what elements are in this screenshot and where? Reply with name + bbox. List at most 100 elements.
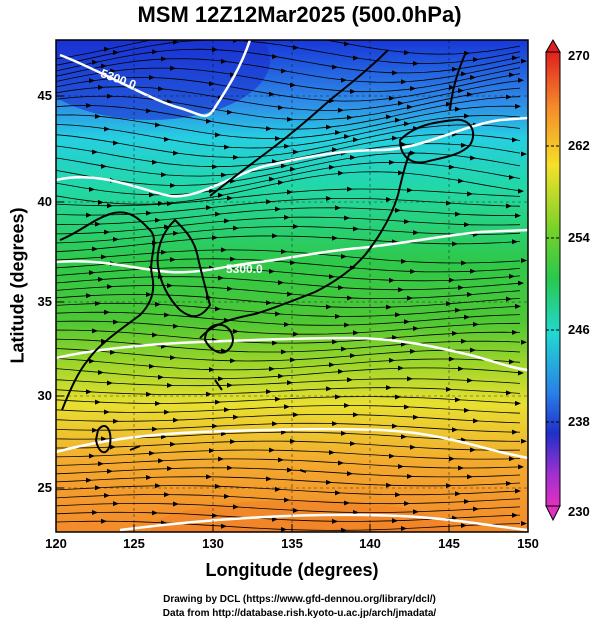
wind-arrow — [464, 222, 470, 228]
wind-arrow — [329, 164, 335, 170]
streamline — [56, 329, 521, 344]
wind-arrow — [347, 377, 353, 383]
wind-arrow — [344, 500, 350, 506]
wind-arrow — [170, 257, 176, 263]
russia-coast — [209, 49, 389, 197]
korea-coast — [156, 218, 212, 318]
wind-arrow — [227, 382, 233, 388]
wind-arrow — [452, 241, 458, 247]
wind-arrow — [104, 126, 110, 132]
wind-arrow — [341, 346, 347, 352]
wind-arrow — [86, 212, 92, 218]
wind-arrow — [332, 339, 338, 345]
streamline — [56, 338, 521, 353]
wind-arrow — [224, 493, 230, 499]
wind-arrow — [329, 274, 335, 280]
wind-arrow — [449, 277, 455, 283]
wind-arrow — [344, 41, 350, 47]
wind-arrow — [215, 306, 221, 312]
wind-arrow — [272, 516, 278, 522]
streamline — [56, 235, 521, 253]
wind-arrow — [509, 359, 515, 365]
wind-arrow — [227, 465, 233, 471]
wind-arrow — [521, 339, 527, 345]
wind-arrow — [401, 434, 407, 440]
wind-arrow — [272, 421, 278, 427]
contour-line — [56, 116, 528, 198]
wind-arrow — [230, 358, 236, 364]
colorbar — [545, 39, 561, 522]
wind-arrow — [113, 319, 119, 325]
wind-arrow — [398, 170, 404, 176]
wind-arrow — [347, 186, 353, 192]
wind-arrow — [164, 409, 170, 415]
streamline — [56, 387, 521, 395]
wind-arrow — [215, 399, 221, 405]
wind-arrow — [464, 113, 470, 119]
wind-arrow — [287, 291, 293, 297]
wind-arrow — [233, 504, 239, 510]
wind-arrow — [515, 303, 521, 309]
wind-arrow — [161, 56, 167, 62]
wind-arrow — [407, 104, 413, 110]
streamline — [56, 188, 521, 207]
wind-arrow — [467, 292, 473, 298]
streamline — [56, 293, 521, 308]
wind-arrow — [392, 70, 398, 76]
wind-arrow — [164, 492, 170, 498]
wind-arrow — [215, 211, 221, 217]
wind-arrow — [332, 235, 338, 241]
x-tick-label: 120 — [45, 536, 67, 551]
wind-arrow — [266, 389, 272, 395]
wind-arrow — [269, 447, 275, 453]
wind-arrow — [170, 441, 176, 447]
wind-arrow — [227, 109, 233, 115]
wind-arrow — [146, 292, 152, 298]
wind-arrow — [92, 427, 98, 433]
wind-arrow — [389, 277, 395, 283]
sakhalin-coast — [449, 51, 467, 111]
wind-arrow — [284, 321, 290, 327]
wind-arrow — [512, 429, 518, 435]
wind-arrow — [458, 366, 464, 372]
wind-arrow — [410, 444, 416, 450]
wind-arrow — [335, 205, 341, 211]
contour-label: 5300.0 — [226, 262, 263, 276]
wind-arrow — [512, 137, 518, 143]
wind-arrow — [161, 172, 167, 178]
wind-arrow — [413, 509, 419, 515]
wind-arrow — [386, 196, 392, 202]
wind-arrow — [86, 293, 92, 299]
wind-arrow — [278, 280, 284, 286]
wind-arrow — [104, 229, 110, 235]
wind-arrow — [464, 407, 470, 413]
wind-arrow — [455, 106, 461, 112]
streamline — [56, 467, 521, 478]
wind-arrow — [446, 101, 452, 107]
wind-arrow — [347, 295, 353, 301]
wind-arrow — [512, 55, 518, 61]
wind-arrow — [521, 58, 527, 64]
wind-arrow — [404, 501, 410, 507]
wind-arrow — [98, 199, 104, 205]
streamline — [56, 161, 521, 196]
wind-arrow — [287, 116, 293, 122]
wind-arrow — [173, 417, 179, 423]
wind-arrow — [470, 447, 476, 453]
wind-arrow — [458, 88, 464, 94]
wind-arrow — [461, 142, 467, 148]
wind-arrow — [392, 135, 398, 141]
wind-arrow — [101, 254, 107, 260]
wind-arrow — [518, 370, 524, 376]
geopotential-contours — [56, 40, 528, 532]
wind-arrow — [401, 258, 407, 264]
colorbar-label: 262 — [568, 138, 590, 153]
wind-arrow — [386, 114, 392, 120]
wind-arrow — [284, 214, 290, 220]
wind-arrow — [389, 159, 395, 165]
wind-arrow — [449, 456, 455, 462]
wind-arrow — [329, 362, 335, 368]
streamline — [56, 216, 521, 235]
wind-arrow — [344, 402, 350, 408]
